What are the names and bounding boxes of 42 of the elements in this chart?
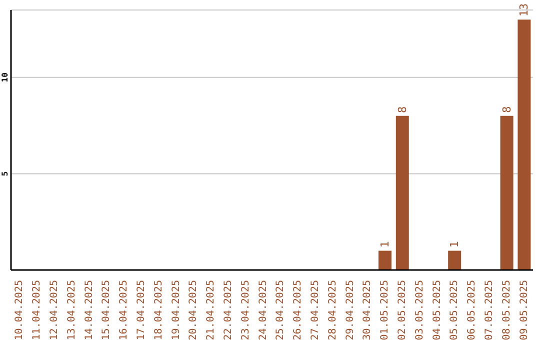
data-label: 8 xyxy=(396,106,409,113)
x-tick-label: 30.04.2025 xyxy=(362,280,374,340)
y-tick-label: 5 xyxy=(0,171,10,176)
x-tick-label: 19.04.2025 xyxy=(170,280,182,340)
x-tick-label: 27.04.2025 xyxy=(310,280,321,340)
x-tick-label: 03.05.2025 xyxy=(414,280,426,340)
x-tick-label: 15.04.2025 xyxy=(101,280,112,340)
x-tick-label: 26.04.2025 xyxy=(292,280,304,340)
x-tick-label: 02.05.2025 xyxy=(397,280,408,340)
x-tick-label: 04.05.2025 xyxy=(432,280,443,340)
x-tick-label: 01.05.2025 xyxy=(380,280,391,340)
x-tick-label: 08.05.2025 xyxy=(501,280,512,340)
x-tick-label: 29.04.2025 xyxy=(344,280,356,340)
x-tick-label: 23.04.2025 xyxy=(240,280,252,340)
bar xyxy=(378,250,392,270)
data-label: 13 xyxy=(518,3,531,17)
x-tick-label: 10.04.2025 xyxy=(14,280,26,340)
x-tick-label: 07.05.2025 xyxy=(484,280,495,340)
y-tick-label: 10 xyxy=(0,72,10,82)
x-tick-label: 11.04.2025 xyxy=(32,280,43,340)
x-tick-label: 13.04.2025 xyxy=(66,280,78,340)
x-tick-label: 12.04.2025 xyxy=(49,280,60,340)
x-tick-label: 17.04.2025 xyxy=(136,280,147,340)
data-label: 8 xyxy=(500,106,514,113)
x-tick-label: 05.05.2025 xyxy=(449,280,460,340)
bar xyxy=(448,250,462,270)
x-tick-label: 16.04.2025 xyxy=(118,280,130,340)
bar xyxy=(396,116,409,270)
x-tick-label: 18.04.2025 xyxy=(153,280,164,340)
x-tick-label: 20.04.2025 xyxy=(188,280,200,340)
x-tick-label: 09.05.2025 xyxy=(518,280,530,340)
bar xyxy=(500,116,514,270)
data-label: 1 xyxy=(448,241,462,248)
x-tick-label: 21.04.2025 xyxy=(206,280,217,340)
x-tick-label: 24.04.2025 xyxy=(258,280,269,340)
bar xyxy=(518,20,531,270)
x-tick-label: 06.05.2025 xyxy=(466,280,478,340)
x-tick-label: 14.04.2025 xyxy=(84,280,95,340)
x-tick-label: 25.04.2025 xyxy=(275,280,286,340)
x-tick-label: 22.04.2025 xyxy=(223,280,234,340)
data-label: 1 xyxy=(378,241,392,248)
x-tick-label: 28.04.2025 xyxy=(327,280,338,340)
